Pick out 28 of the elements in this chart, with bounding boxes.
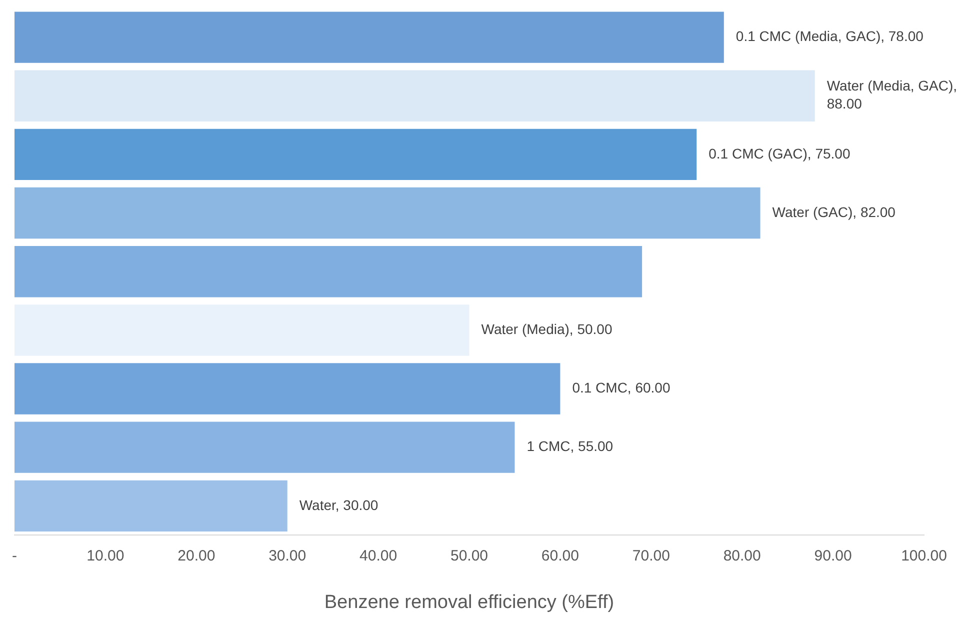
bar	[14, 128, 697, 180]
data-label: Water, 30.00	[299, 496, 378, 513]
data-label: 1 CMC, 55.00	[526, 438, 614, 454]
bar	[14, 187, 760, 239]
x-axis-title: Benzene removal efficiency (%Eff)	[324, 592, 614, 613]
bar	[14, 246, 642, 298]
data-label: Water (Media, GAC), 88.00	[826, 78, 958, 112]
x-tick-label: 20.00	[178, 547, 216, 564]
x-tick-label: 70.00	[632, 547, 670, 564]
x-tick-label: 100.00	[901, 547, 947, 564]
x-tick-label: -	[12, 547, 17, 564]
x-tick-label: 30.00	[268, 547, 306, 564]
data-label: Water (GAC), 82.00	[772, 204, 896, 220]
x-tick-label: 80.00	[723, 547, 761, 564]
x-tick-label: 90.00	[814, 547, 852, 564]
bar	[14, 422, 515, 473]
x-tick-label: 60.00	[541, 547, 579, 564]
bar	[14, 70, 815, 122]
data-label: Water (Media), 50.00	[481, 321, 612, 338]
data-label: 0.1 CMC, 60.00	[572, 380, 670, 396]
bar	[14, 480, 288, 532]
data-label: 0.1 CMC (GAC), 75.00	[708, 145, 850, 162]
data-label: 0.1 CMC (Media, GAC), 78.00	[736, 28, 924, 44]
bar	[14, 12, 724, 63]
x-tick-label: 40.00	[360, 547, 398, 564]
x-tick-label: 50.00	[450, 547, 488, 564]
bar	[14, 363, 560, 414]
x-tick-label: 10.00	[86, 547, 124, 564]
